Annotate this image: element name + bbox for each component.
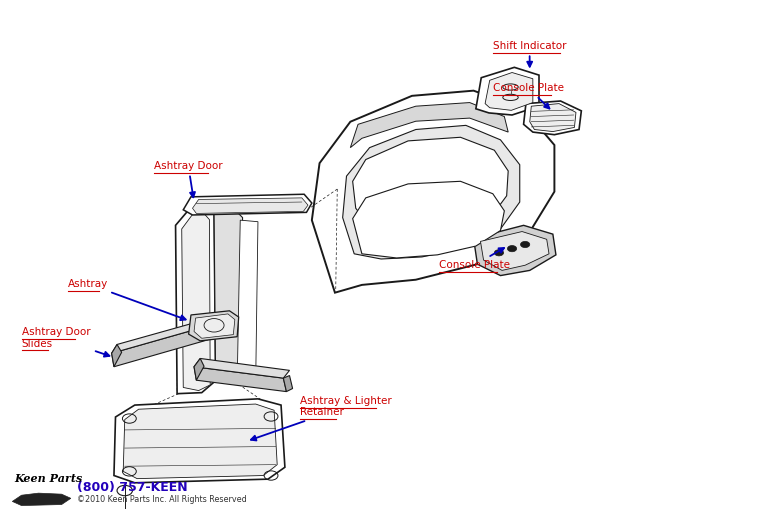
Polygon shape [123,404,277,479]
Polygon shape [283,376,293,392]
Polygon shape [530,104,576,132]
Polygon shape [182,214,210,391]
Text: Ashtray Door: Ashtray Door [154,161,223,197]
Polygon shape [476,67,539,115]
Text: Ashtray Door
Slides: Ashtray Door Slides [22,327,109,357]
Circle shape [507,246,517,252]
Polygon shape [480,232,549,270]
Polygon shape [343,125,520,259]
Polygon shape [474,225,556,276]
Text: Shift Indicator: Shift Indicator [493,40,566,67]
Text: Console Plate: Console Plate [493,83,564,109]
Circle shape [494,250,504,256]
Text: Console Plate: Console Plate [439,248,510,270]
Polygon shape [112,319,209,353]
Polygon shape [12,493,71,506]
Text: Ashtray: Ashtray [68,279,186,320]
Text: ©2010 Keen Parts Inc. All Rights Reserved: ©2010 Keen Parts Inc. All Rights Reserve… [77,495,246,505]
Text: Ashtray & Lighter
Retainer: Ashtray & Lighter Retainer [251,396,392,440]
Polygon shape [214,210,243,382]
Polygon shape [112,326,208,367]
Polygon shape [192,198,308,213]
Polygon shape [194,358,290,378]
Polygon shape [112,344,122,367]
Polygon shape [114,399,285,483]
Polygon shape [350,103,508,148]
Polygon shape [353,181,504,258]
Polygon shape [194,314,235,338]
Polygon shape [194,367,286,392]
Polygon shape [194,358,204,380]
Polygon shape [485,73,533,110]
Polygon shape [189,311,239,341]
Circle shape [521,241,530,248]
Polygon shape [312,91,554,293]
Text: (800) 757-KEEN: (800) 757-KEEN [77,481,188,494]
Polygon shape [237,220,258,384]
Polygon shape [183,194,312,215]
Text: Keen Parts: Keen Parts [14,473,82,484]
Polygon shape [353,137,508,236]
Polygon shape [176,207,216,394]
Polygon shape [206,323,214,340]
Polygon shape [524,101,581,135]
